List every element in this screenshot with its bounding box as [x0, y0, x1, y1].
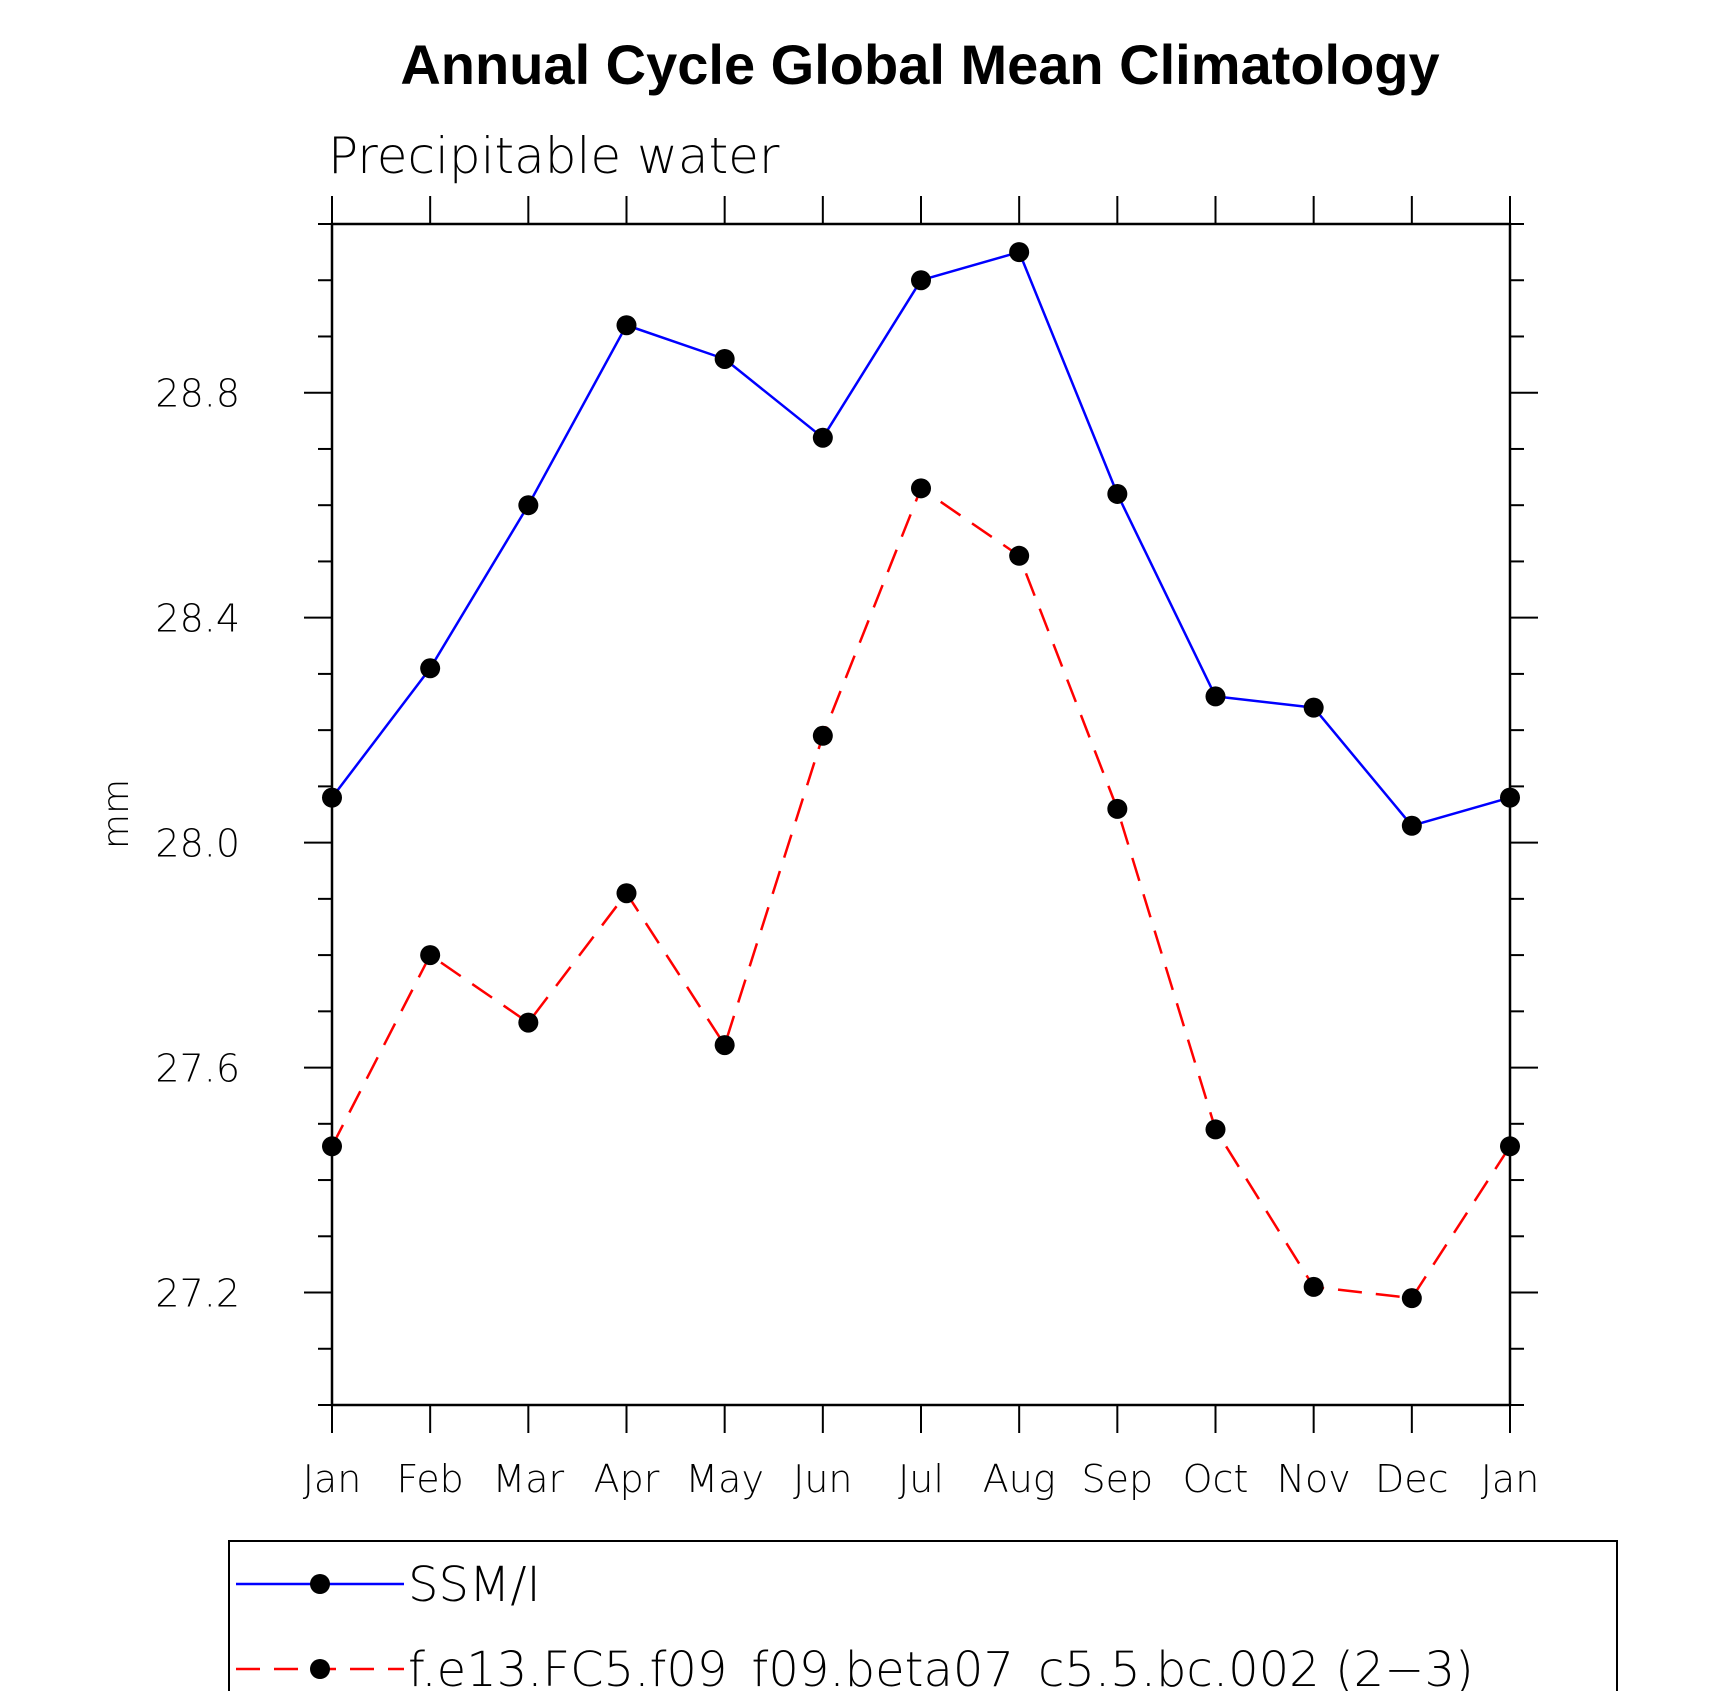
legend-marker	[310, 1574, 330, 1594]
x-tick-label: Mar	[492, 1457, 564, 1501]
x-tick-label: Nov	[1277, 1457, 1351, 1501]
y-tick-label: 27.2	[155, 1272, 240, 1316]
legend-label: SSM/I	[408, 1557, 541, 1613]
data-point	[714, 348, 735, 369]
data-point	[616, 315, 637, 336]
x-tick-label: Jul	[898, 1457, 944, 1501]
data-point	[1107, 798, 1128, 819]
data-point	[911, 270, 931, 291]
legend-items: SSM/I f.e13.FC5.f09_f09.beta07_c5.5.bc.00…	[236, 1557, 1474, 1691]
y-tick-label: 28.8	[155, 372, 240, 416]
x-tick-label: Jan	[303, 1457, 362, 1501]
data-point	[1205, 1119, 1226, 1140]
series-markers	[322, 242, 1520, 1309]
y-tick-label: 27.6	[155, 1047, 240, 1091]
x-tick-label: May	[685, 1457, 764, 1501]
data-point	[714, 1035, 735, 1056]
x-tick-label: Dec	[1375, 1457, 1449, 1501]
x-tick-label: Jan	[1481, 1457, 1540, 1501]
series-line	[330, 487, 1512, 1300]
data-point	[812, 725, 833, 746]
data-point	[1303, 697, 1324, 718]
x-tick-label: Aug	[983, 1457, 1056, 1501]
legend: SSM/I f.e13.FC5.f09_f09.beta07_c5.5.bc.00…	[228, 1540, 1618, 1691]
x-tick-label: Apr	[594, 1457, 660, 1501]
legend-marker	[310, 1659, 330, 1679]
data-point	[420, 658, 441, 679]
data-point	[1401, 1288, 1422, 1309]
data-point	[1205, 686, 1226, 707]
y-axis-label: mm	[96, 779, 137, 849]
y-tick-labels: 27.2 27.6 28.0 28.4 28.8	[155, 372, 240, 1316]
data-point	[1303, 1276, 1324, 1297]
x-tick-label: Feb	[397, 1457, 464, 1501]
data-point	[420, 945, 441, 966]
x-tick-label: Jun	[793, 1457, 852, 1501]
data-point	[1009, 545, 1030, 566]
x-tick-label: Oct	[1183, 1457, 1249, 1501]
data-point	[1401, 815, 1422, 836]
data-point	[1107, 483, 1128, 504]
data-point	[812, 427, 833, 448]
y-tick-label: 28.4	[155, 597, 240, 641]
chart-title: Annual Cycle Global Mean Climatology	[400, 33, 1439, 96]
x-tick-label: Sep	[1082, 1457, 1154, 1501]
data-point	[518, 1012, 539, 1033]
axis-ticks	[304, 196, 1538, 1433]
y-tick-label: 28.0	[155, 822, 240, 866]
x-tick-labels: Jan Feb Mar Apr May Jun Jul Aug Sep Oct Nov Dec Jan	[303, 1457, 1540, 1501]
series-lines	[330, 250, 1512, 1300]
chart-subtitle: Precipitable water	[328, 127, 780, 185]
data-point	[1009, 242, 1030, 263]
legend-box	[228, 1540, 1618, 1691]
data-point	[616, 883, 637, 904]
series-line	[331, 250, 1511, 827]
legend-label: f.e13.FC5.f09_f09.beta07_c5.5.bc.002 (2−…	[408, 1642, 1474, 1691]
data-point	[911, 478, 931, 499]
plot-frame	[330, 222, 1512, 1407]
data-point	[518, 495, 539, 516]
